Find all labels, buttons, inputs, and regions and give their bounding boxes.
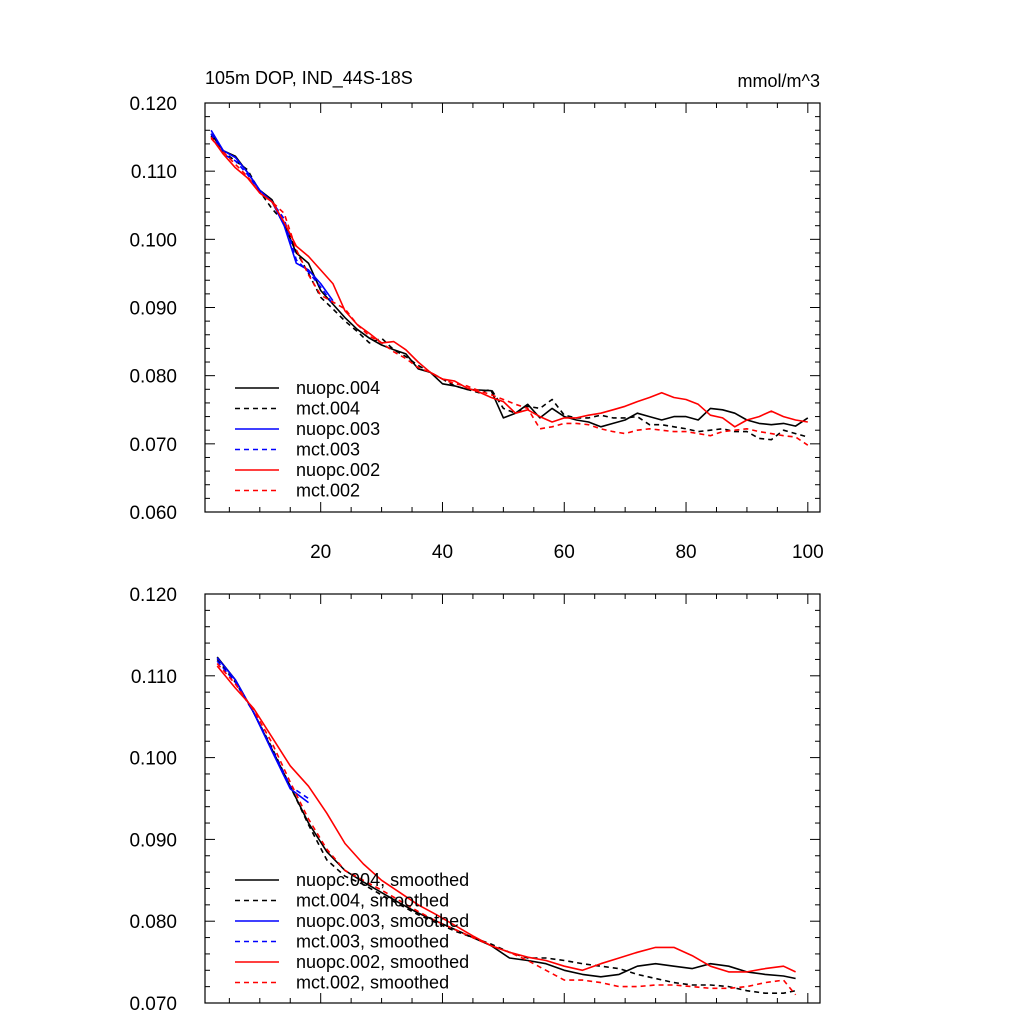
- y-tick-label: 0.110: [131, 162, 177, 183]
- series-lines-top: [210, 129, 809, 446]
- y-tick-label: 0.080: [129, 367, 177, 388]
- series-line: [210, 136, 808, 428]
- legend-label: nuopc.002: [296, 460, 380, 480]
- x-tick-label: 60: [554, 542, 575, 563]
- series-lines-bottom: [216, 656, 797, 996]
- panel-title: 105m DOP, IND_44S-18S: [205, 68, 413, 89]
- y-tick-labels-top: 0.060 0.070 0.080 0.090 0.100 0.110 0.120: [129, 94, 177, 524]
- legend-label: mct.004, smoothed: [296, 891, 449, 911]
- y-tick-label: 0.100: [129, 749, 177, 770]
- units-label: mmol/m^3: [738, 71, 820, 91]
- y-tick-label: 0.120: [129, 585, 177, 606]
- plot-frame-bottom: [204, 593, 821, 1004]
- bottom-panel: 0.070 0.080 0.090 0.100 0.110 0.120 nuopc.004…: [129, 585, 821, 1015]
- tick-marks-bottom: [205, 593, 820, 1004]
- legend-label: nuopc.004: [296, 378, 380, 398]
- legend-label: mct.004: [296, 399, 360, 419]
- legend-label: nuopc.003: [296, 419, 380, 439]
- y-tick-label: 0.080: [129, 912, 177, 933]
- legend-label: nuopc.003, smoothed: [296, 911, 469, 931]
- series-line: [216, 662, 797, 996]
- legend-label: nuopc.004, smoothed: [296, 870, 469, 890]
- series-line: [216, 665, 796, 973]
- y-tick-label: 0.060: [129, 503, 177, 524]
- y-tick-label: 0.070: [129, 994, 177, 1015]
- legend-label: mct.002, smoothed: [296, 973, 449, 993]
- legend-top: nuopc.004mct.004nuopc.003mct.003nuopc.00…: [235, 378, 380, 501]
- y-tick-label: 0.110: [131, 667, 177, 688]
- y-tick-label: 0.070: [129, 435, 177, 456]
- legend-label: mct.003: [296, 440, 360, 460]
- y-tick-label: 0.100: [129, 230, 177, 251]
- tick-marks-top: [205, 102, 820, 513]
- x-tick-label: 20: [310, 542, 331, 563]
- series-line: [216, 656, 796, 980]
- x-tick-label: 80: [675, 542, 696, 563]
- series-line: [210, 133, 809, 428]
- legend-label: nuopc.002, smoothed: [296, 952, 469, 972]
- y-tick-label: 0.090: [129, 299, 177, 320]
- x-tick-labels-top: 20 40 60 80 100: [310, 542, 824, 563]
- x-tick-label: 100: [792, 542, 824, 563]
- series-line: [216, 660, 309, 800]
- x-tick-label: 40: [432, 542, 453, 563]
- y-tick-label: 0.090: [129, 830, 177, 851]
- series-line: [210, 137, 809, 446]
- legend-label: mct.003, smoothed: [296, 932, 449, 952]
- top-panel: 105m DOP, IND_44S-18S mmol/m^3 0.060 0.07…: [129, 68, 823, 563]
- y-tick-label: 0.120: [129, 94, 177, 115]
- y-tick-labels-bottom: 0.070 0.080 0.090 0.100 0.110 0.120: [129, 585, 177, 1015]
- legend-label: mct.002: [296, 481, 360, 501]
